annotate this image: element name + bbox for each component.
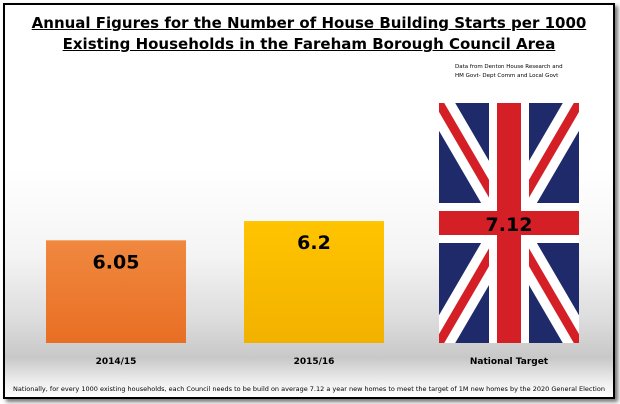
bar-group-3: 7.12 National Target [439,103,579,367]
flag-cross-red [439,211,579,235]
source-line-1: Data from Denton House Research and [455,64,563,70]
category-label-1: 2014/15 [96,357,137,367]
value-label-3: 7.12 [486,214,533,236]
source-line-2: HM Govt- Dept Comm and Local Govt [455,73,559,79]
bar-group-2: 6.2 2015/16 [244,221,384,367]
title-line-1: Annual Figures for the Number of House B… [31,14,587,32]
bar-group-1: 6.05 2014/15 [46,240,186,367]
bar-chart: 6.05 2014/15 6.2 2015/16 7.12 National Target [46,103,579,367]
union-jack-flag [439,103,579,343]
footnote: Nationally, for every 1000 existing hous… [13,385,605,393]
category-label-2: 2015/16 [294,357,335,367]
category-label-3: National Target [470,357,549,367]
value-label-2: 6.2 [297,232,331,254]
value-label-1: 6.05 [93,251,140,273]
bar-2 [244,221,384,343]
source-note: Data from Denton House Research and HM G… [455,63,613,81]
title-line-2: Existing Households in the Fareham Borou… [62,35,556,53]
chart-frame: Annual Figures for the Number of House B… [3,3,615,399]
bar-1 [46,240,186,343]
chart-title: Annual Figures for the Number of House B… [5,13,613,55]
